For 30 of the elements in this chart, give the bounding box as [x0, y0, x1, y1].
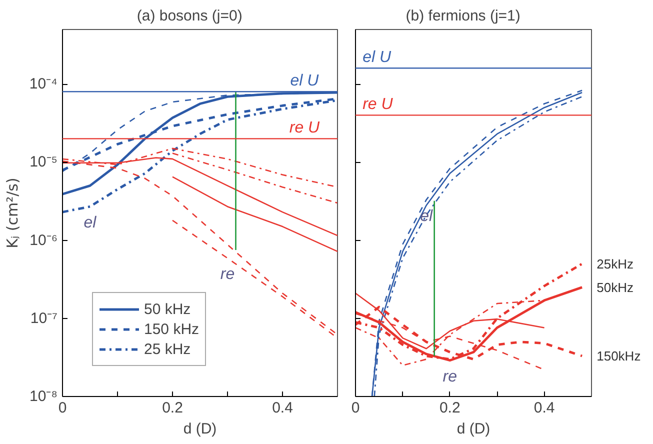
x-tick-label: 0.4 — [534, 400, 555, 416]
x-tick-label: 0.2 — [162, 400, 183, 416]
y-tick-label: 10⁻⁸ — [29, 388, 58, 405]
y-tick-label: 10⁻⁷ — [30, 310, 58, 327]
y-tick-label: 10⁻⁵ — [30, 154, 58, 171]
series-label: 150kHz — [596, 348, 641, 364]
x-axis-title: d (D) — [456, 420, 490, 438]
y-tick-label: 10⁻⁴ — [29, 76, 58, 93]
ref-line-label: re U — [362, 96, 394, 114]
annotation: el — [84, 214, 97, 232]
x-tick-label: 0.4 — [272, 400, 293, 416]
x-tick-label: 0 — [58, 400, 67, 416]
ref-line-label: el U — [362, 49, 392, 66]
y-tick-label: 10⁻⁶ — [30, 232, 58, 249]
chart-title: (b) fermions (j=1) — [406, 8, 520, 24]
x-axis-title: d (D) — [183, 420, 217, 438]
x-tick-label: 0 — [351, 400, 360, 416]
legend-label: 150 kHz — [144, 320, 200, 338]
legend-label: 50 kHz — [144, 300, 191, 318]
annotation: el — [420, 208, 433, 225]
annotation: re — [220, 266, 235, 284]
x-tick-label: 0.2 — [439, 400, 460, 416]
y-axis-title: Kⱼ (cm²/s) — [3, 178, 22, 248]
ref-line-label: el U — [290, 72, 320, 90]
ref-line-label: re U — [289, 120, 320, 137]
annotation: re — [442, 368, 458, 386]
series-label: 50kHz — [596, 280, 634, 295]
series-label: 25kHz — [596, 256, 634, 272]
chart-title: (a) bosons (j=0) — [136, 8, 242, 24]
legend-label: 25 kHz — [144, 340, 191, 358]
